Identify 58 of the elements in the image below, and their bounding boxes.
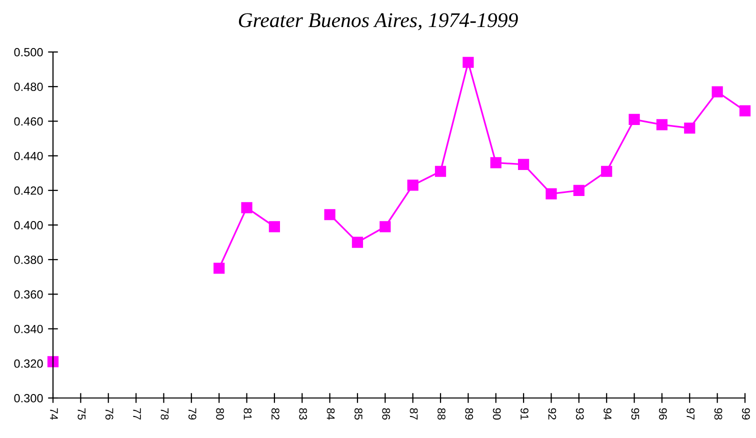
point xyxy=(518,158,530,170)
x-tick-label: 90 xyxy=(492,408,501,420)
x-tick-label: 97 xyxy=(686,408,695,420)
point xyxy=(462,56,474,68)
point xyxy=(407,180,418,191)
chart-title: Greater Buenos Aires, 1974-1999 xyxy=(238,13,518,30)
point xyxy=(352,236,364,248)
point xyxy=(324,209,336,220)
point xyxy=(684,122,696,134)
point xyxy=(601,166,612,177)
x-tick-label: 93 xyxy=(576,408,584,420)
point xyxy=(712,86,723,98)
point xyxy=(656,119,668,130)
point xyxy=(47,356,59,368)
x-tick-label: 80 xyxy=(216,408,224,420)
x-tick-label: 74 xyxy=(50,408,58,420)
point xyxy=(214,262,225,274)
x-tick-label: 92 xyxy=(548,408,556,420)
y-tick-label: 0.340 xyxy=(14,324,43,334)
y-tick-label: 0.500 xyxy=(14,48,43,56)
x-tick-label: 94 xyxy=(604,408,612,420)
point xyxy=(241,202,252,214)
x-tick-label: 99 xyxy=(742,408,750,420)
x-tick-label: 88 xyxy=(438,408,446,420)
x-tick-label: 82 xyxy=(271,408,280,420)
y-tick-label: 0.460 xyxy=(14,117,43,126)
y-tick-label: 0.320 xyxy=(14,359,43,368)
x-tick-label: 91 xyxy=(520,408,528,420)
x-tick-label: 86 xyxy=(382,408,390,420)
x-tick-label: 96 xyxy=(658,408,667,420)
y-tick-label: 0.300 xyxy=(14,394,43,402)
x-tick-label: 77 xyxy=(133,408,141,420)
x-tick-label: 89 xyxy=(465,408,474,420)
y-tick-label: 0.380 xyxy=(14,256,43,264)
x-tick-label: 85 xyxy=(354,408,362,420)
point xyxy=(490,157,502,168)
x-tick-label: 79 xyxy=(188,408,196,420)
point xyxy=(628,114,640,126)
y-tick-label: 0.400 xyxy=(14,221,43,230)
x-tick-label: 83 xyxy=(299,408,308,420)
y-tick-label: 0.440 xyxy=(14,152,43,160)
point xyxy=(546,188,557,200)
y-tick-label: 0.360 xyxy=(14,290,43,299)
point xyxy=(739,105,751,116)
point xyxy=(573,184,584,196)
x-tick-label: 87 xyxy=(410,408,418,420)
x-tick-label: 76 xyxy=(105,408,114,420)
x-tick-label: 78 xyxy=(160,408,169,420)
x-tick-label: 75 xyxy=(78,408,86,420)
y-tick-label: 0.420 xyxy=(14,186,43,195)
point xyxy=(380,221,391,232)
y-tick-label: 0.480 xyxy=(14,82,43,91)
point xyxy=(434,166,446,177)
x-tick-label: 95 xyxy=(631,408,640,420)
x-tick-label: 84 xyxy=(326,408,335,420)
point xyxy=(268,221,280,232)
x-tick-label: 81 xyxy=(244,408,252,420)
x-tick-label: 98 xyxy=(714,408,722,420)
